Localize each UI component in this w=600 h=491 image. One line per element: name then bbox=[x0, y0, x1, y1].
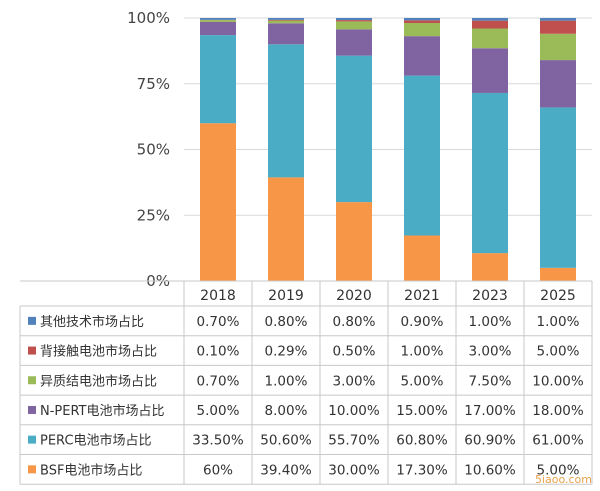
data-label: 61.00% bbox=[532, 433, 584, 449]
data-label: 0.80% bbox=[333, 314, 376, 330]
bar-segment bbox=[200, 123, 236, 281]
data-label: 60.80% bbox=[396, 433, 448, 449]
data-label: 39.40% bbox=[260, 462, 312, 478]
x-category-label: 2019 bbox=[268, 288, 304, 304]
data-label: 0.50% bbox=[333, 344, 376, 360]
data-label: 60% bbox=[203, 462, 233, 478]
x-category-label: 2020 bbox=[336, 288, 372, 304]
bar-segment bbox=[268, 19, 304, 21]
data-label: 1.00% bbox=[537, 314, 580, 330]
legend-swatch bbox=[28, 435, 36, 444]
bar-segment bbox=[404, 20, 440, 23]
bar-segment bbox=[336, 18, 372, 21]
bar-segment bbox=[404, 235, 440, 281]
data-label: 3.00% bbox=[469, 344, 512, 360]
bar-segment bbox=[200, 18, 236, 20]
legend-swatch bbox=[28, 465, 36, 474]
data-label: 17.00% bbox=[464, 403, 516, 419]
bar-segment bbox=[540, 107, 576, 268]
bar-segment bbox=[404, 18, 440, 21]
data-label: 10.00% bbox=[532, 373, 584, 389]
data-label: 55.70% bbox=[328, 433, 380, 449]
bar-segment bbox=[540, 267, 576, 281]
bar-segment bbox=[404, 22, 440, 37]
y-tick-label: 50% bbox=[137, 141, 170, 159]
legend-label: 背接触电池市场占比 bbox=[40, 344, 157, 360]
x-category-label: 2023 bbox=[472, 288, 508, 304]
data-label: 0.29% bbox=[265, 344, 308, 360]
legend-swatch bbox=[28, 316, 36, 325]
bar-segment bbox=[404, 75, 440, 236]
bar-segment bbox=[540, 60, 576, 108]
x-category-label: 2025 bbox=[540, 288, 576, 304]
data-label: 0.90% bbox=[401, 314, 444, 330]
data-label: 50.60% bbox=[260, 433, 312, 449]
data-label: 0.70% bbox=[197, 314, 240, 330]
x-category-label: 2018 bbox=[200, 288, 236, 304]
y-tick-label: 100% bbox=[127, 9, 170, 27]
x-category-label: 2021 bbox=[404, 288, 440, 304]
bar-segment bbox=[268, 44, 304, 178]
bar-segment bbox=[200, 35, 236, 124]
legend-label: BSF电池市场占比 bbox=[40, 462, 142, 478]
y-tick-label: 75% bbox=[137, 75, 170, 93]
legend-label: 其他技术市场占比 bbox=[40, 314, 144, 330]
bar-segment bbox=[336, 20, 372, 22]
data-label: 8.00% bbox=[265, 403, 308, 419]
data-label: 5.00% bbox=[197, 403, 240, 419]
data-label: 1.00% bbox=[469, 314, 512, 330]
bar-segment bbox=[472, 18, 508, 21]
bar-segment bbox=[472, 253, 508, 281]
legend-swatch bbox=[28, 405, 36, 414]
bar-segment bbox=[268, 23, 304, 45]
data-label: 3.00% bbox=[333, 373, 376, 389]
bar-segment bbox=[540, 20, 576, 34]
bar-segment bbox=[268, 18, 304, 20]
bar-segment bbox=[472, 92, 508, 254]
bar-segment bbox=[472, 20, 508, 29]
data-label: 0.80% bbox=[265, 314, 308, 330]
data-label: 60.90% bbox=[464, 433, 516, 449]
bar-segment bbox=[540, 18, 576, 21]
data-label: 1.00% bbox=[401, 344, 444, 360]
bar-segment bbox=[268, 177, 304, 281]
data-label: 0.10% bbox=[197, 344, 240, 360]
data-label: 10.60% bbox=[464, 462, 516, 478]
data-label: 5.00% bbox=[537, 462, 580, 478]
bar-segment bbox=[268, 20, 304, 24]
legend-label: PERC电池市场占比 bbox=[40, 433, 152, 449]
legend-label: N-PERT电池市场占比 bbox=[40, 403, 165, 419]
bar-segment bbox=[200, 21, 236, 36]
data-label: 1.00% bbox=[265, 373, 308, 389]
legend-swatch bbox=[28, 376, 36, 385]
data-label: 5.00% bbox=[537, 344, 580, 360]
data-label: 30.00% bbox=[328, 462, 380, 478]
data-label: 0.70% bbox=[197, 373, 240, 389]
data-label: 17.30% bbox=[396, 462, 448, 478]
bar-segment bbox=[336, 55, 372, 203]
data-label: 7.50% bbox=[469, 373, 512, 389]
data-label: 15.00% bbox=[396, 403, 448, 419]
y-tick-label: 25% bbox=[137, 206, 170, 224]
data-label: 33.50% bbox=[192, 433, 244, 449]
data-label: 10.00% bbox=[328, 403, 380, 419]
legend-label: 异质结电池市场占比 bbox=[40, 373, 157, 389]
legend-swatch bbox=[28, 346, 36, 355]
bar-segment bbox=[540, 33, 576, 61]
bar-segment bbox=[472, 48, 508, 93]
watermark: 5iaoo.com bbox=[534, 473, 592, 486]
bar-segment bbox=[472, 28, 508, 49]
bar-segment bbox=[336, 21, 372, 30]
data-label: 18.00% bbox=[532, 403, 584, 419]
data-label: 5.00% bbox=[401, 373, 444, 389]
bar-segment bbox=[404, 36, 440, 76]
bar-segment bbox=[200, 20, 236, 22]
bar-segment bbox=[336, 29, 372, 56]
bar-segment bbox=[336, 202, 372, 281]
